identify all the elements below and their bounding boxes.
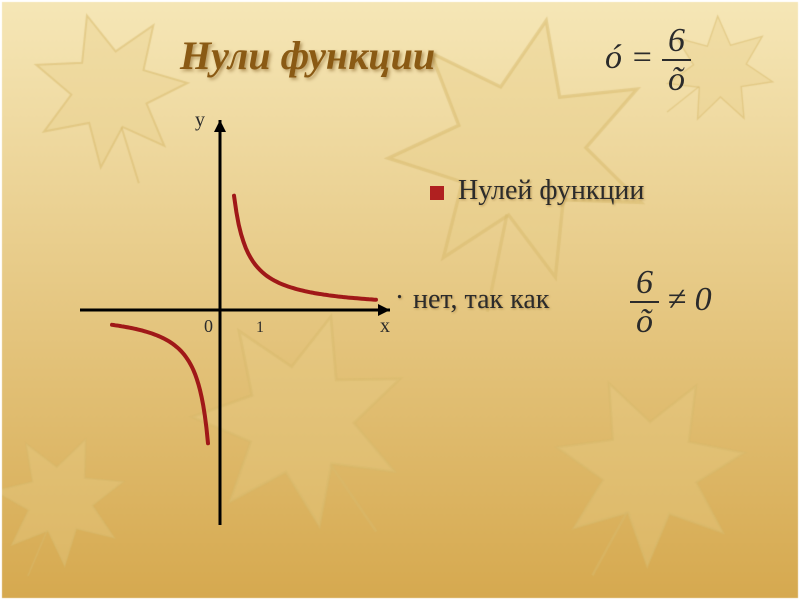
axis-label-y: у [195, 110, 205, 131]
axis-label-x: х [380, 315, 390, 337]
fraction-numerator: 6 [662, 22, 691, 61]
formula-fraction: 6 õ [662, 22, 691, 99]
curve-positive-branch [234, 196, 376, 300]
inequality-fraction: 6 õ [630, 264, 659, 341]
axis-labels: у х 0 1 [195, 110, 390, 337]
ineq-numerator: 6 [630, 264, 659, 303]
formula-inequality: 6 õ ≠ 0 [630, 264, 712, 341]
curve-negative-branch [112, 325, 208, 444]
inequality-rhs: 0 [695, 281, 712, 318]
formula-equals: = [631, 39, 654, 76]
body-line-2: нет, так как [413, 284, 549, 316]
axis-label-one: 1 [256, 319, 264, 336]
axis-label-zero: 0 [204, 316, 213, 336]
formula-lhs: ó [605, 39, 622, 76]
hyperbola-chart: у х 0 1 [60, 110, 400, 540]
fraction-denominator: õ [662, 61, 691, 98]
slide-title: Нули функции [180, 32, 435, 79]
function-curves [112, 196, 376, 444]
axes [80, 120, 390, 525]
formula-definition: ó = 6 õ [605, 22, 691, 99]
not-equal-sign: ≠ [668, 281, 687, 318]
body-line-1: Нулей функции [458, 175, 644, 207]
bullet-icon [430, 186, 444, 200]
ineq-denominator: õ [630, 303, 659, 340]
